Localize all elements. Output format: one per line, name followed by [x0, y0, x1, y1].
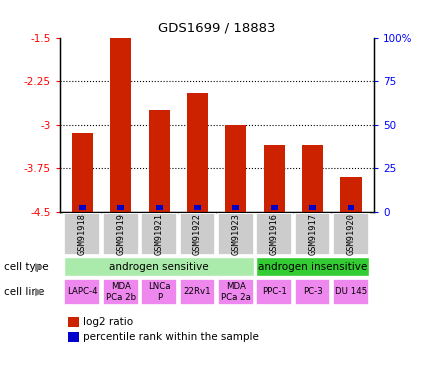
Bar — [149, 110, 170, 212]
Text: LNCa
P: LNCa P — [148, 282, 170, 302]
FancyBboxPatch shape — [295, 213, 330, 255]
Text: PPC-1: PPC-1 — [262, 287, 287, 296]
Bar — [225, 125, 246, 212]
FancyBboxPatch shape — [218, 213, 254, 255]
Text: GSM91923: GSM91923 — [232, 213, 241, 255]
Text: cell type: cell type — [4, 262, 49, 272]
Bar — [348, 205, 354, 210]
FancyBboxPatch shape — [295, 279, 330, 305]
Text: PC-3: PC-3 — [303, 287, 323, 296]
FancyBboxPatch shape — [179, 279, 215, 305]
FancyBboxPatch shape — [218, 279, 254, 305]
Text: ▶: ▶ — [35, 262, 44, 272]
Text: GSM91919: GSM91919 — [116, 213, 125, 255]
Bar — [264, 145, 285, 212]
Text: log2 ratio: log2 ratio — [83, 317, 133, 327]
Text: androgen sensitive: androgen sensitive — [109, 262, 209, 272]
FancyBboxPatch shape — [333, 279, 368, 305]
Bar — [79, 205, 86, 210]
FancyBboxPatch shape — [256, 213, 292, 255]
Bar — [117, 205, 125, 210]
Bar — [302, 145, 323, 212]
FancyBboxPatch shape — [65, 279, 100, 305]
Text: DU 145: DU 145 — [335, 287, 367, 296]
Text: ▶: ▶ — [35, 287, 44, 297]
FancyBboxPatch shape — [65, 257, 254, 276]
FancyBboxPatch shape — [179, 213, 215, 255]
Text: cell line: cell line — [4, 287, 45, 297]
Bar — [309, 205, 316, 210]
Bar — [340, 177, 362, 212]
Bar — [232, 205, 239, 210]
Bar — [187, 93, 208, 212]
Text: GSM91920: GSM91920 — [346, 213, 355, 255]
Bar — [271, 205, 278, 210]
Title: GDS1699 / 18883: GDS1699 / 18883 — [158, 22, 275, 35]
Text: LAPC-4: LAPC-4 — [67, 287, 98, 296]
Bar — [72, 134, 93, 212]
Bar — [156, 205, 163, 210]
Text: GSM91921: GSM91921 — [155, 213, 164, 255]
FancyBboxPatch shape — [141, 279, 177, 305]
Text: GSM91922: GSM91922 — [193, 213, 202, 255]
Text: GSM91918: GSM91918 — [78, 213, 87, 255]
Text: GSM91916: GSM91916 — [270, 213, 279, 255]
Text: MDA
PCa 2b: MDA PCa 2b — [106, 282, 136, 302]
Text: GSM91917: GSM91917 — [308, 213, 317, 255]
Text: androgen insensitive: androgen insensitive — [258, 262, 367, 272]
Text: percentile rank within the sample: percentile rank within the sample — [83, 332, 259, 342]
Text: MDA
PCa 2a: MDA PCa 2a — [221, 282, 251, 302]
Bar — [110, 38, 131, 212]
FancyBboxPatch shape — [141, 213, 177, 255]
FancyBboxPatch shape — [256, 279, 292, 305]
FancyBboxPatch shape — [103, 279, 139, 305]
FancyBboxPatch shape — [333, 213, 368, 255]
FancyBboxPatch shape — [65, 213, 100, 255]
FancyBboxPatch shape — [256, 257, 369, 276]
FancyBboxPatch shape — [103, 213, 139, 255]
Text: 22Rv1: 22Rv1 — [184, 287, 211, 296]
Bar — [194, 205, 201, 210]
